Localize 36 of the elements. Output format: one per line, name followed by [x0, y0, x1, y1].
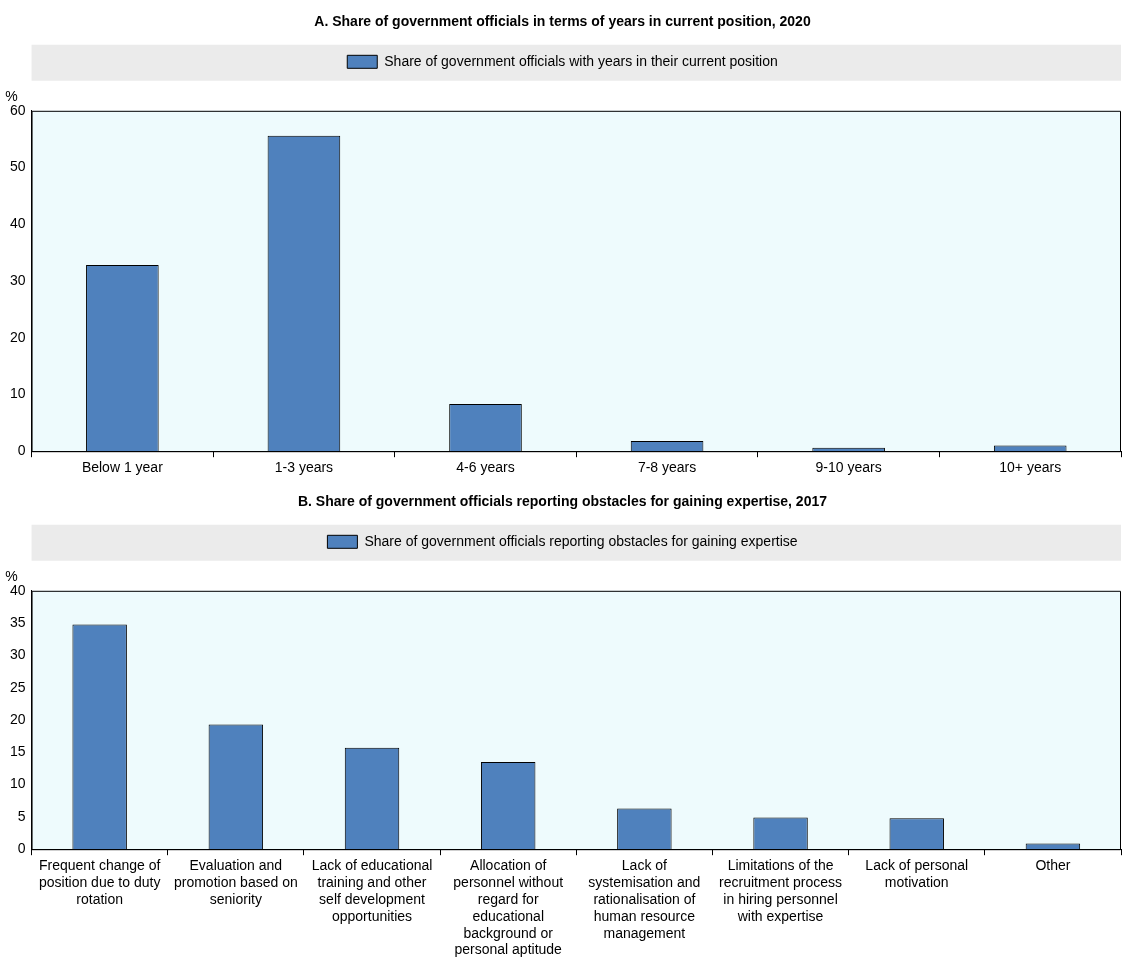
y-tick-label: 0 — [17, 442, 26, 459]
x-tick-label: Frequent change of position due to duty rotation — [38, 857, 161, 908]
x-tick-label: 10+ years — [999, 459, 1062, 476]
x-tick-label: Below 1 year — [81, 459, 164, 476]
y-tick-label: 20 — [9, 328, 26, 345]
x-tick-label: Limitations of the recruitment process in hiring personnel with expertise — [719, 857, 843, 924]
y-tick-label: 30 — [9, 646, 26, 663]
x-tick-label: Lack of systemisation and rationalisation of human resource management — [588, 857, 701, 941]
y-tick-label: 50 — [9, 158, 26, 175]
x-tick-label: 7-8 years — [637, 459, 697, 476]
x-tick-label: 1-3 years — [274, 459, 334, 476]
x-tick-label: 4-6 years — [456, 459, 515, 476]
y-tick-label: 40 — [9, 215, 26, 232]
y-tick-label: 25 — [9, 678, 26, 695]
legend-label: Share of government officials reporting obstacles for gaining expertise — [364, 532, 798, 549]
y-tick-label: 10 — [9, 775, 26, 792]
y-axis-title: % — [5, 87, 18, 104]
x-tick-label: Lack of educational training and other self development opportunities — [311, 857, 433, 924]
chart-title: B. Share of government officials reporting obstacles for gaining expertise, 2017 — [297, 493, 828, 510]
x-tick-label: Allocation of personnel without regard for educational background or personal aptitude — [453, 857, 564, 958]
x-tick-label: 9-10 years — [815, 459, 882, 476]
y-axis-title: % — [5, 567, 18, 584]
y-tick-label: 20 — [9, 710, 26, 727]
y-tick-label: 30 — [9, 271, 26, 288]
y-tick-label: 40 — [9, 581, 26, 598]
chart-title: A. Share of government officials in terms of years in current position, 2020 — [314, 13, 811, 30]
y-tick-label: 10 — [9, 385, 26, 402]
x-tick-label: Evaluation and promotion based on seniority — [173, 857, 298, 908]
y-tick-label: 0 — [17, 840, 26, 857]
y-tick-label: 35 — [9, 613, 26, 630]
x-tick-label: Other — [1035, 857, 1071, 874]
legend-label: Share of government officials with years in their current position — [384, 52, 778, 69]
y-tick-label: 60 — [9, 101, 26, 118]
y-tick-label: 5 — [17, 807, 26, 824]
y-tick-label: 15 — [9, 743, 26, 760]
x-tick-label: Lack of personal motivation — [865, 857, 969, 891]
